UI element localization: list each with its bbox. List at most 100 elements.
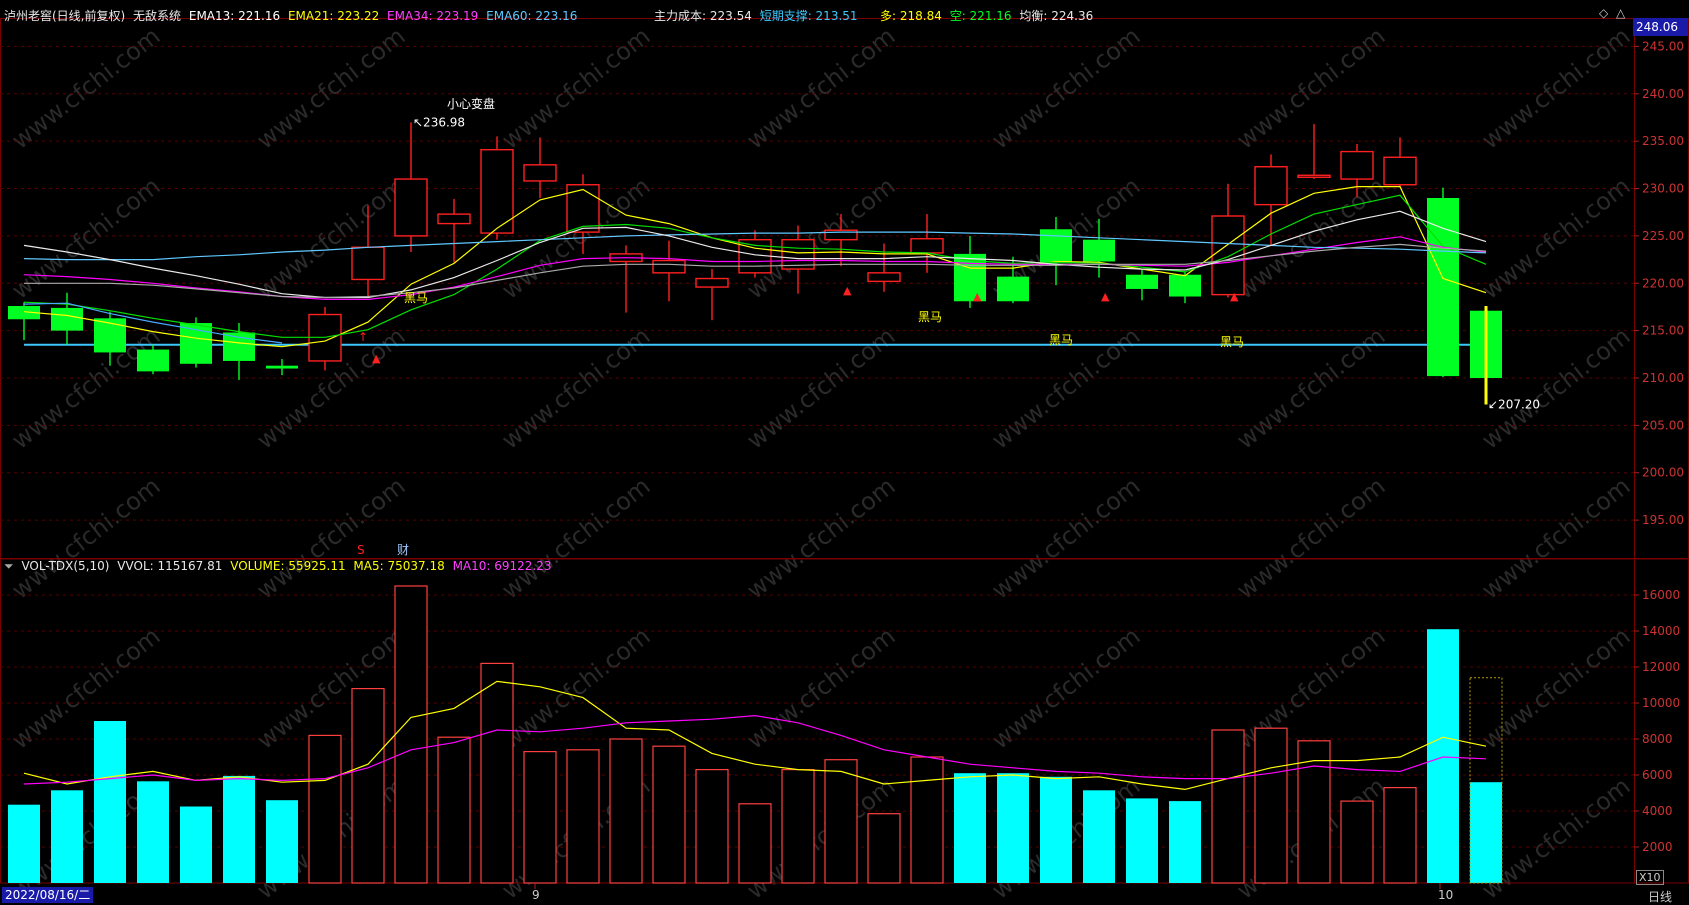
volume-panel[interactable]	[8, 585, 1503, 884]
volume-tick-label: 8000	[1642, 732, 1673, 746]
cai-mark: 财	[397, 543, 409, 557]
ma-line	[23, 210, 1487, 299]
candle-body-up	[1254, 166, 1288, 206]
candle-body-down	[8, 306, 40, 320]
stock-title[interactable]: 泸州老窖(日线,前复权)	[4, 9, 126, 23]
volume-bar-down	[137, 781, 169, 883]
volume-readout: VOLUME: 55925.11	[230, 559, 346, 573]
price-tick-label: 240.00	[1642, 87, 1684, 101]
ema34-readout: EMA34: 223.19	[387, 9, 479, 23]
volume-bar-up	[523, 750, 557, 884]
watermark-text: www.cfchi.com	[496, 322, 655, 455]
volume-bar-down	[180, 806, 212, 883]
volume-bar-up	[781, 768, 815, 884]
candle-body-down	[137, 349, 169, 372]
volume-bar-down	[51, 790, 83, 883]
ema13-readout: EMA13: 221.16	[188, 9, 281, 23]
volume-bar-down	[94, 721, 126, 883]
candle-body-down	[1169, 274, 1201, 297]
volume-bar-up	[394, 585, 428, 884]
watermark-text: www.cfchi.com	[6, 22, 165, 155]
ma10-line	[23, 714, 1487, 785]
watermark-text: www.cfchi.com	[251, 172, 410, 305]
price-tick-label: 230.00	[1642, 182, 1684, 196]
candle-body-up	[1383, 156, 1417, 186]
heima-label: 黑马	[1049, 333, 1073, 347]
watermark-text: www.cfchi.com	[741, 22, 900, 155]
candle-body-down	[94, 318, 126, 353]
watermark-text: www.cfchi.com	[986, 622, 1145, 755]
candle-body-up	[1297, 174, 1331, 178]
volume-bar-up	[437, 736, 471, 884]
diamond-icon[interactable]: ◇	[1599, 6, 1609, 20]
ma5-readout: MA5: 75037.18	[353, 559, 445, 573]
volume-tick-label: 16000	[1642, 588, 1680, 602]
main-cost-readout: 主力成本: 223.54	[654, 9, 752, 23]
candle-body-up	[781, 238, 815, 270]
candle-body-up	[351, 246, 385, 281]
support-readout: 短期支撑: 213.51	[759, 9, 858, 23]
vvol-readout: VVOL: 115167.81	[117, 559, 223, 573]
ma10-readout: MA10: 69122.23	[452, 559, 552, 573]
price-tick-label: 235.00	[1642, 134, 1684, 148]
vol-indicator-name[interactable]: VOL-TDX(5,10)	[21, 559, 110, 573]
watermark-text: www.cfchi.com	[6, 472, 165, 605]
watermark-layer: www.cfchi.com www.cfchi.com www.cfchi.com w…	[6, 22, 1635, 905]
s-mark: S	[357, 543, 365, 557]
candle-body-down	[51, 307, 83, 331]
ema21-line	[23, 194, 1487, 338]
watermark-text: www.cfchi.com	[6, 622, 165, 755]
price-tick-label: 210.00	[1642, 371, 1684, 385]
ma-line	[23, 302, 283, 344]
watermark-text: www.cfchi.com	[496, 22, 655, 155]
watermark-text: www.cfchi.com	[986, 22, 1145, 155]
candle-body-up	[824, 229, 858, 241]
watermark-text: www.cfchi.com	[251, 472, 410, 605]
watermark-text: www.cfchi.com	[741, 472, 900, 605]
cost-header: 主力成本: 223.54 短期支撑: 213.51	[654, 7, 862, 24]
price-tick-label: 205.00	[1642, 418, 1684, 432]
max-price-label: ↖236.98	[413, 115, 465, 129]
watermark-text: www.cfchi.com	[6, 322, 165, 455]
candle-body-up	[1340, 150, 1374, 180]
projected-volume-bar	[1469, 677, 1503, 884]
heima-label: 黑马	[1220, 335, 1244, 349]
candle-body-up	[437, 213, 471, 225]
buy-triangle-icon: ▲	[1101, 290, 1110, 303]
collapse-icon[interactable]: ⏷	[4, 559, 14, 573]
candle-body-down	[1126, 274, 1158, 289]
note-label: 小心变盘	[447, 96, 495, 111]
axis-layer: 195.00 200.00 205.00 210.00 215.00 220.00 225.…	[534, 39, 1684, 889]
volume-bar-up	[566, 749, 600, 884]
candle-body-down	[1083, 239, 1115, 262]
volume-bar-up	[480, 662, 514, 884]
price-tick-label: 200.00	[1642, 466, 1684, 480]
price-header: 泸州老窖(日线,前复权) 无敌系统 EMA13: 221.16 EMA21: 2…	[4, 7, 581, 24]
candle-body-down	[266, 365, 298, 369]
triangle-icon[interactable]: △	[1616, 6, 1626, 20]
watermark-text: www.cfchi.com	[1476, 172, 1635, 305]
volume-bar-up	[1254, 727, 1288, 884]
watermark-text: www.cfchi.com	[1231, 472, 1390, 605]
watermark-text: www.cfchi.com	[1476, 22, 1635, 155]
price-tick-label: 225.00	[1642, 229, 1684, 243]
watermark-text: www.cfchi.com	[741, 622, 900, 755]
volume-bar-up	[695, 768, 729, 884]
ema60-line	[23, 231, 1487, 261]
volume-bar-up	[867, 813, 901, 884]
date-badge: 2022/08/16/二	[2, 887, 94, 903]
period-label[interactable]: 日线	[1648, 890, 1673, 904]
volume-bar-down	[1427, 629, 1459, 883]
zoom-badge[interactable]: X10	[1636, 870, 1664, 885]
candle-body-down	[997, 276, 1029, 302]
volume-bar-up	[824, 759, 858, 884]
buy-triangle-icon: ▲	[372, 352, 381, 365]
volume-tick-label: 14000	[1642, 624, 1680, 638]
watermark-text: www.cfchi.com	[1476, 622, 1635, 755]
price-tick-label: 220.00	[1642, 276, 1684, 290]
volume-tick-label: 12000	[1642, 660, 1680, 674]
ema60-readout: EMA60: 223.16	[486, 9, 578, 23]
volume-bar-up	[609, 738, 643, 884]
